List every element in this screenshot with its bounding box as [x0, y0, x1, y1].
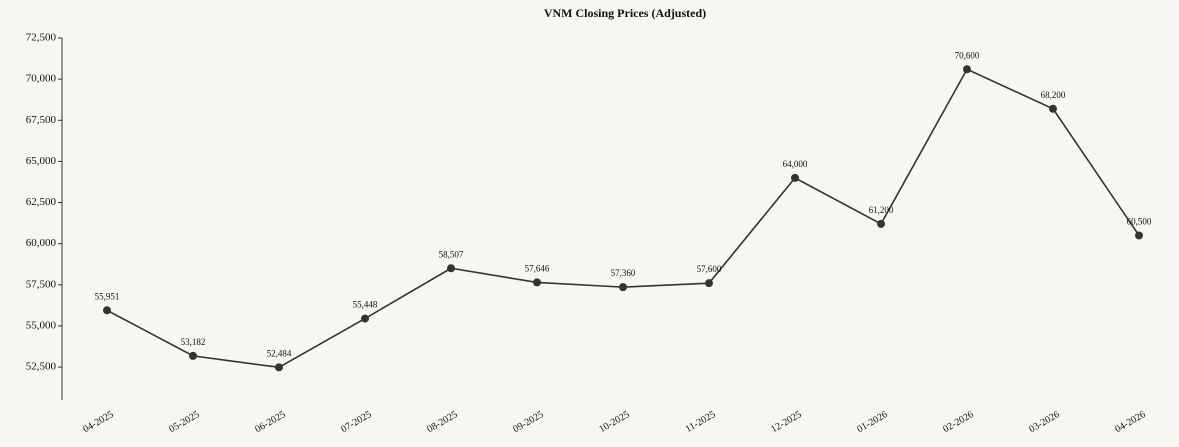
x-tick-label: 07-2025 — [339, 409, 373, 435]
x-tick-label: 10-2025 — [597, 409, 631, 435]
marker — [275, 363, 283, 372]
data-label: 60,500 — [1127, 217, 1152, 227]
data-label: 57,360 — [611, 268, 636, 278]
marker — [189, 351, 197, 360]
y-tick-label: 60,000 — [26, 237, 57, 249]
x-tick-label: 12-2025 — [769, 409, 803, 435]
marker — [447, 264, 455, 273]
x-tick-label: 05-2025 — [167, 409, 201, 435]
data-label: 68,200 — [1041, 90, 1066, 100]
marker — [791, 173, 799, 182]
data-label: 64,000 — [783, 159, 808, 169]
data-label: 58,507 — [439, 249, 464, 259]
data-label: 57,600 — [697, 264, 722, 274]
data-label: 53,182 — [181, 337, 206, 347]
chart-title: VNM Closing Prices (Adjusted) — [544, 6, 706, 20]
data-label: 55,448 — [353, 300, 378, 310]
marker — [533, 278, 541, 287]
marker — [361, 314, 369, 323]
marker — [705, 279, 713, 288]
data-label: 55,951 — [95, 291, 120, 301]
x-tick-label: 06-2025 — [253, 409, 287, 435]
y-tick-label: 67,500 — [26, 114, 57, 126]
x-tick-label: 02-2026 — [941, 409, 975, 435]
y-tick-label: 55,000 — [26, 319, 57, 331]
marker — [103, 306, 111, 315]
marker — [619, 283, 627, 292]
line — [106, 68, 1140, 369]
data-label: 57,646 — [525, 263, 550, 273]
y-tick-label: 65,000 — [26, 155, 57, 167]
y-tick-label: 62,500 — [26, 196, 57, 208]
x-tick-label: 01-2026 — [855, 409, 889, 435]
x-tick-label: 11-2025 — [684, 409, 718, 435]
data-label: 61,200 — [869, 205, 894, 215]
x-tick-label: 04-2026 — [1113, 409, 1147, 435]
data-label: 70,600 — [955, 50, 980, 60]
marker — [877, 219, 885, 228]
marker — [1049, 104, 1057, 113]
y-tick-label: 52,500 — [26, 361, 57, 373]
data-label: 52,484 — [267, 348, 292, 358]
y-tick-label: 72,500 — [26, 32, 57, 44]
x-tick-label: 09-2025 — [511, 409, 545, 435]
x-tick-label: 03-2026 — [1027, 409, 1061, 435]
x-tick-label: 04-2025 — [81, 409, 115, 435]
y-tick-label: 57,500 — [26, 278, 57, 290]
marker — [1135, 231, 1143, 240]
x-tick-label: 08-2025 — [425, 409, 459, 435]
marker — [963, 65, 971, 74]
y-tick-label: 70,000 — [26, 73, 57, 85]
